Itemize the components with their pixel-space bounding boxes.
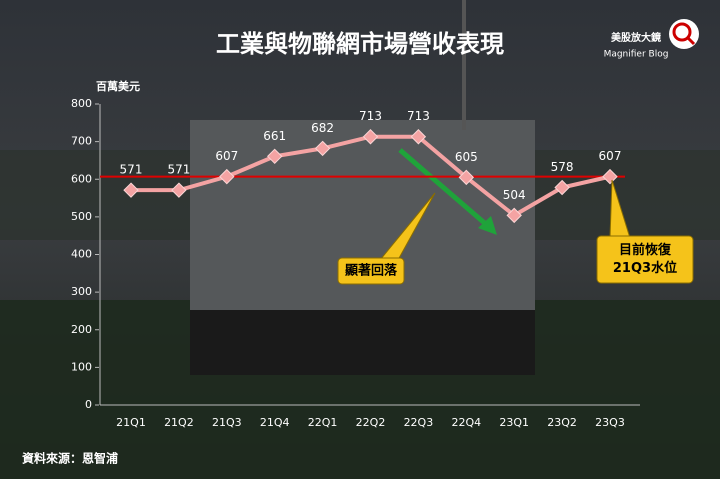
- y-axis-label: 百萬美元: [96, 79, 140, 93]
- y-tick-label: 200: [71, 323, 92, 336]
- marker: [171, 182, 187, 198]
- logo-subtitle: Magnifier Blog: [604, 50, 669, 60]
- x-tick-label: 23Q1: [499, 416, 529, 429]
- y-tick-label: 500: [71, 210, 92, 223]
- data-label: 578: [551, 160, 574, 174]
- callout-box: [337, 257, 405, 285]
- data-label: 571: [167, 163, 190, 177]
- data-label: 713: [407, 109, 430, 123]
- marker: [219, 168, 235, 185]
- logo-name: 美股放大鏡: [611, 31, 661, 44]
- logo-lens: [672, 22, 692, 42]
- marker: [554, 179, 570, 196]
- data-label: 713: [359, 109, 382, 123]
- y-tick-label: 600: [71, 172, 92, 185]
- marker: [362, 129, 379, 145]
- callout-text: 顯著回落: [345, 263, 398, 279]
- chart-title: 工業與物聯網市場營收表現: [216, 30, 504, 58]
- marker: [266, 148, 283, 165]
- x-tick-label: 22Q1: [308, 416, 338, 429]
- marker: [123, 182, 139, 198]
- callout-text: 目前恢復: [619, 242, 672, 258]
- source: 資料來源：恩智浦: [22, 451, 118, 466]
- x-tick-label: 21Q2: [164, 416, 194, 429]
- marker: [602, 168, 618, 185]
- x-tick-label: 23Q2: [547, 416, 577, 429]
- x-tick-label: 21Q3: [212, 416, 242, 429]
- sign-base: [190, 310, 535, 375]
- x-tick-label: 22Q4: [451, 416, 481, 429]
- x-tick-label: 21Q4: [260, 416, 290, 429]
- data-label: 571: [120, 163, 143, 177]
- callout-text: 21Q3水位: [613, 260, 677, 276]
- logo-handle: [686, 36, 696, 46]
- y-tick-label: 400: [71, 248, 92, 261]
- marker: [506, 207, 522, 224]
- sign: [190, 120, 535, 315]
- trend-arrow-head: [478, 216, 497, 235]
- x-tick-label: 22Q2: [356, 416, 386, 429]
- y-tick-label: 300: [71, 285, 92, 298]
- marker: [410, 129, 427, 145]
- x-tick-label: 23Q3: [595, 416, 625, 429]
- x-tick-label: 21Q1: [116, 416, 146, 429]
- y-tick-label: 800: [71, 97, 92, 110]
- data-label: 504: [503, 188, 526, 202]
- data-label: 661: [263, 129, 286, 143]
- y-tick-label: 700: [71, 135, 92, 148]
- marker: [458, 169, 475, 186]
- marker: [314, 140, 331, 157]
- x-tick-label: 22Q3: [404, 416, 434, 429]
- y-tick-label: 100: [71, 360, 92, 373]
- data-label: 607: [215, 149, 238, 163]
- data-label: 605: [455, 150, 478, 164]
- trend-arrow: [398, 148, 490, 228]
- y-tick-label: 0: [85, 398, 92, 411]
- callout-box: [596, 235, 694, 284]
- data-label: 607: [599, 149, 622, 163]
- pole: [462, 0, 466, 130]
- data-label: 682: [311, 121, 334, 135]
